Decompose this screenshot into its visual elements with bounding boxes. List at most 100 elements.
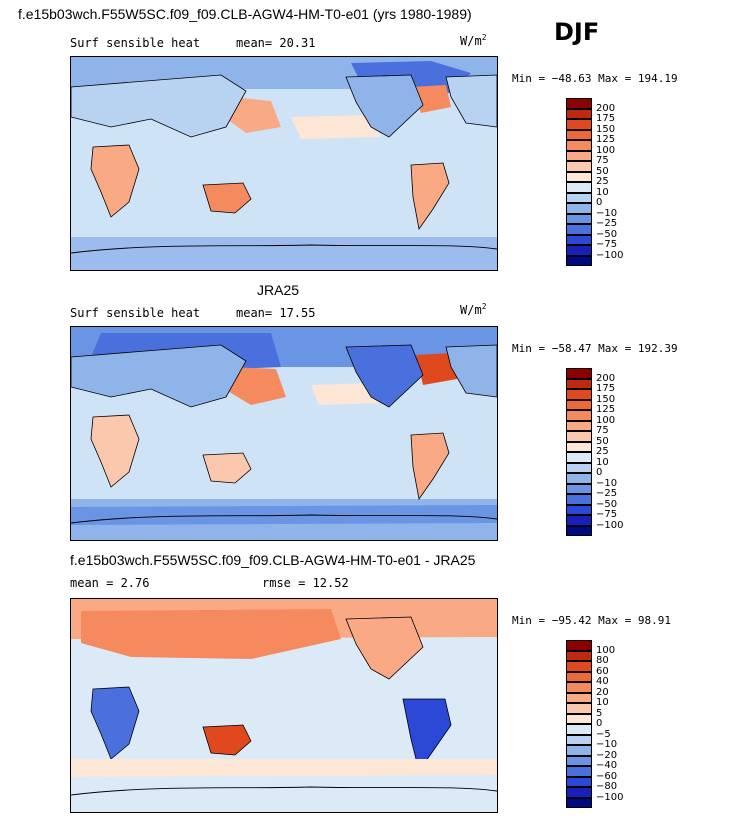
- panel-1-field-label: Surf sensible heat: [70, 36, 201, 50]
- australia: [202, 452, 252, 484]
- colorbar-tick-label: −50: [596, 228, 618, 240]
- subtropical-pink: [291, 115, 381, 139]
- colorbar-tick-label: 80: [596, 655, 609, 666]
- colorbar-tick-label: −100: [596, 791, 624, 803]
- subtropical-pink: [311, 383, 381, 405]
- colorbar-tick-label: −75: [596, 239, 618, 250]
- colorbar-swatch: [566, 462, 592, 473]
- colorbar-tick-label: 10: [596, 456, 609, 468]
- units-exponent: 2: [481, 302, 487, 311]
- colorbar-swatch: [566, 399, 592, 410]
- colorbar-swatch: [566, 389, 592, 400]
- colorbar-tick-label: −100: [596, 519, 624, 531]
- units-base: W/m: [460, 34, 482, 48]
- colorbar-tick-label: −25: [596, 488, 618, 499]
- panel-2-units: W/m2: [460, 302, 487, 317]
- colorbar-swatch: [566, 368, 592, 379]
- colorbar-swatch: [566, 420, 592, 431]
- panel-3-minmax: Min = −95.42 Max = 98.91: [512, 614, 671, 627]
- panel-1-minmax: Min = −48.63 Max = 194.19: [512, 72, 678, 85]
- units-exponent: 2: [481, 33, 487, 42]
- colorbar-swatch: [566, 182, 592, 193]
- colorbar-tick-label: 100: [596, 144, 616, 156]
- colorbar-swatch: [566, 703, 592, 714]
- colorbar-tick-label: 175: [596, 383, 616, 394]
- colorbar-tick-label: 0: [596, 197, 603, 208]
- australia-diff: [202, 724, 252, 756]
- colorbar-swatch: [566, 713, 592, 724]
- colorbar-swatch: [566, 378, 592, 389]
- colorbar-swatch: [566, 452, 592, 463]
- colorbar-swatch: [566, 98, 592, 109]
- antarctic-band: [71, 237, 497, 270]
- colorbar-swatch: [566, 203, 592, 214]
- colorbar-swatch: [566, 234, 592, 245]
- colorbar-swatch: [566, 171, 592, 182]
- colorbar-tick-label: 60: [596, 665, 609, 677]
- colorbar-swatch: [566, 245, 592, 256]
- colorbar-tick-label: 10: [596, 697, 609, 708]
- colorbar-tick-label: 200: [596, 102, 616, 114]
- panel-2-field-label: Surf sensible heat: [70, 306, 201, 320]
- antarctica: [71, 514, 497, 524]
- colorbar-swatch: [566, 410, 592, 421]
- colorbar-tick-label: 100: [596, 644, 616, 656]
- colorbar-swatch: [566, 766, 592, 777]
- panel-2-mean: mean= 17.55: [236, 306, 316, 320]
- colorbar-swatch: [566, 140, 592, 151]
- africa-diff: [90, 686, 140, 760]
- top-title: f.e15b03wch.F55W5SC.f09_f09.CLB-AGW4-HM-…: [18, 6, 472, 22]
- antarctica: [71, 244, 497, 254]
- southern-warm: [71, 759, 497, 777]
- colorbar-tick-label: 75: [596, 425, 609, 436]
- colorbar-swatch: [566, 682, 592, 693]
- colorbar-tick-label: 25: [596, 176, 609, 187]
- colorbar-tick-label: −75: [596, 509, 618, 520]
- colorbar-tick-label: 0: [596, 718, 603, 729]
- africa: [90, 144, 140, 218]
- panel-1-mean: mean= 20.31: [236, 36, 316, 50]
- south-america: [410, 162, 450, 231]
- colorbar-swatch: [566, 504, 592, 515]
- colorbar-tick-label: 200: [596, 372, 616, 384]
- colorbar-tick-label: 20: [596, 686, 609, 698]
- colorbar-tick-label: 10: [596, 186, 609, 198]
- colorbar-swatch: [566, 483, 592, 494]
- colorbar-swatch: [566, 776, 592, 787]
- colorbar-swatch: [566, 150, 592, 161]
- colorbar-swatch: [566, 213, 592, 224]
- panel-1-map: [70, 56, 498, 271]
- season-label: DJF: [554, 18, 600, 46]
- units-base: W/m: [460, 303, 482, 317]
- colorbar-tick-label: 150: [596, 123, 616, 135]
- colorbar-swatch: [566, 724, 592, 735]
- colorbar-swatch: [566, 192, 592, 203]
- colorbar-swatch: [566, 745, 592, 756]
- colorbar-swatch: [566, 640, 592, 651]
- panel-3-colorbar: 100 80 60 40 20 10 5 0 −5 −10 −20 −40 −60 −80 −100: [566, 640, 623, 808]
- colorbar-swatch: [566, 441, 592, 452]
- colorbar-swatch: [566, 525, 592, 536]
- colorbar-tick-label: −10: [596, 739, 618, 750]
- colorbar-tick-label: −10: [596, 477, 618, 489]
- south-america-diff: [402, 698, 452, 772]
- map-1-svg: [71, 57, 497, 270]
- panel-2-title: JRA25: [257, 282, 300, 298]
- colorbar-tick-label: 5: [596, 707, 603, 719]
- colorbar-tick-label: 175: [596, 113, 616, 124]
- north-america: [345, 74, 424, 138]
- north-america-diff: [345, 616, 424, 680]
- colorbar-swatch: [566, 473, 592, 484]
- eurasia: [71, 74, 247, 138]
- panel-3-map: [70, 598, 498, 813]
- europe-east: [445, 344, 497, 398]
- colorbar-swatch: [566, 129, 592, 140]
- africa: [90, 414, 140, 488]
- panel-2-colorbar: 200 175 150 125 100 75 50 25 10 0 −10 −25 −50 −75 −100: [566, 368, 623, 536]
- colorbar-swatch: [566, 661, 592, 672]
- colorbar-tick-label: −80: [596, 781, 618, 792]
- colorbar-tick-label: −60: [596, 770, 618, 782]
- colorbar-swatch: [566, 755, 592, 766]
- south-america: [410, 432, 450, 501]
- colorbar-tick-label: −40: [596, 760, 618, 771]
